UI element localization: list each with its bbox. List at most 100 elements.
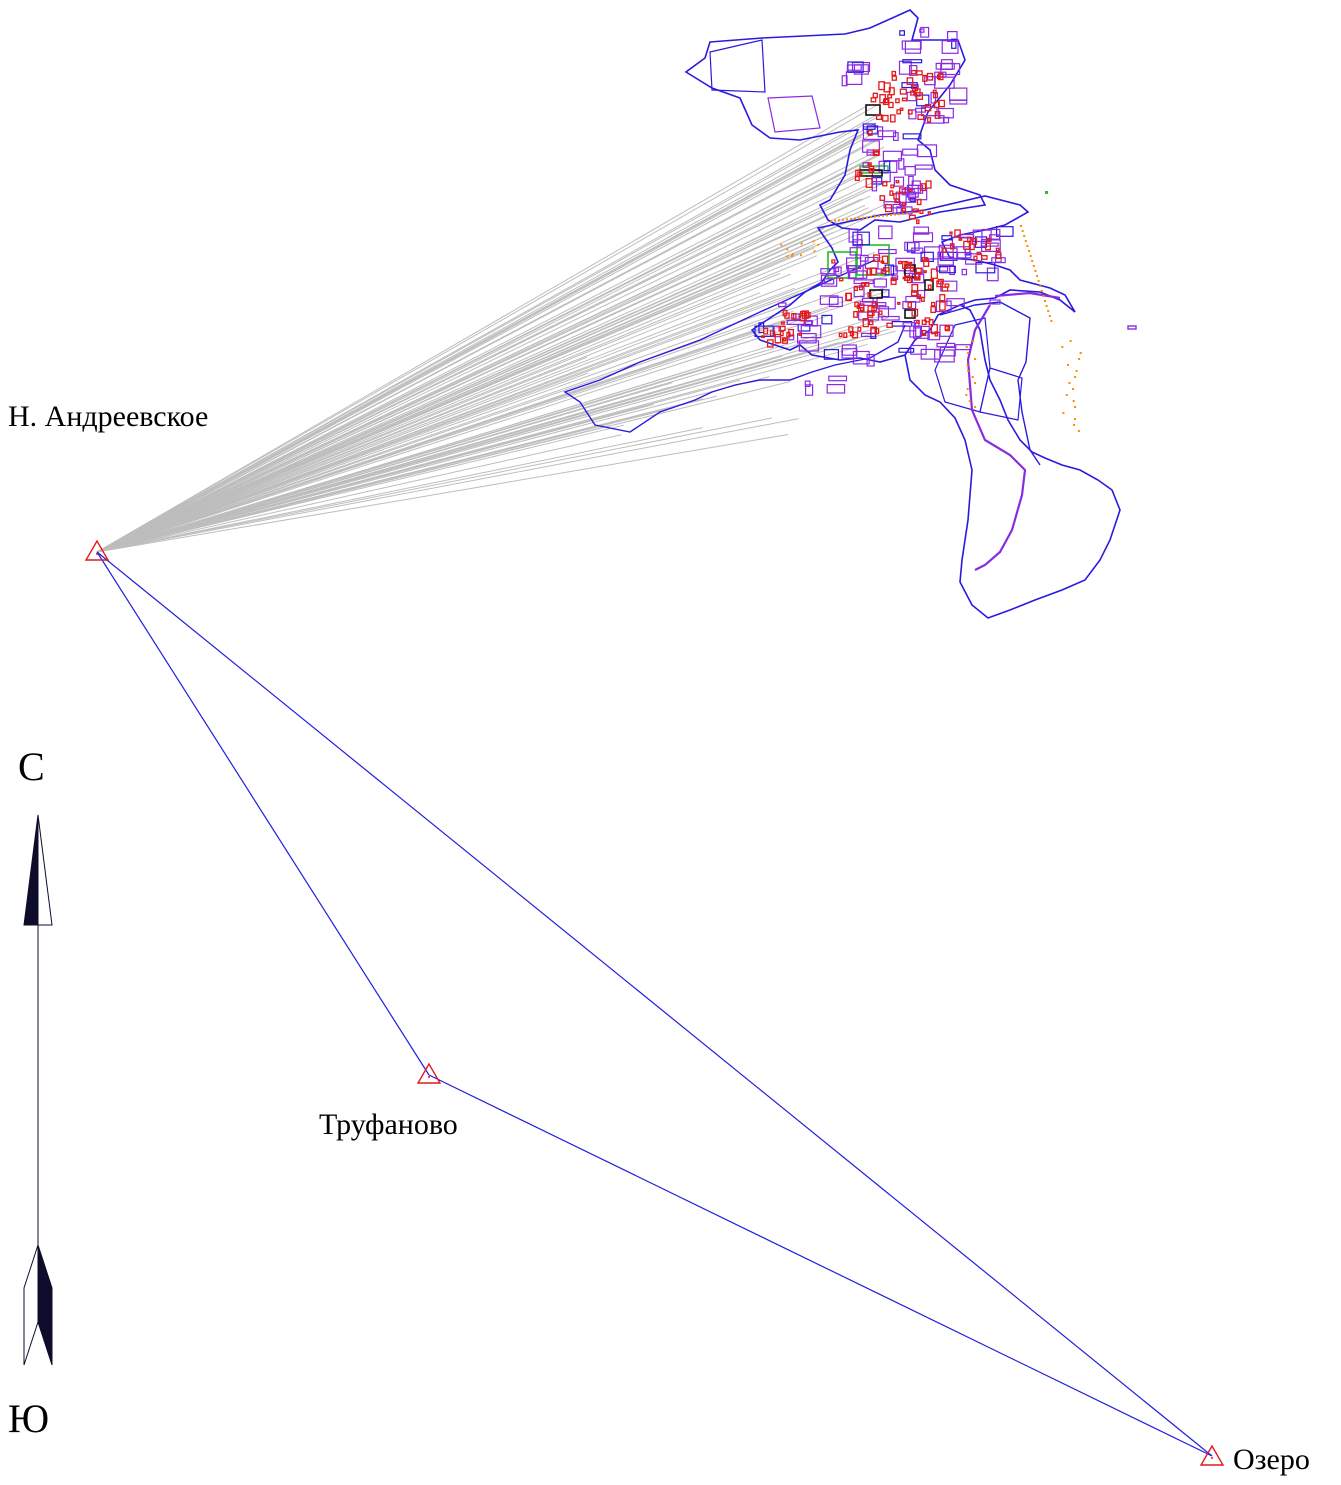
survey-point: [1034, 270, 1037, 272]
parcel: [881, 289, 890, 298]
building: [976, 251, 982, 256]
parcel: [898, 347, 915, 353]
observation-ray: [96, 220, 793, 553]
survey-point: [974, 358, 977, 360]
building: [981, 255, 988, 260]
observation-ray: [96, 234, 857, 553]
parcel: [821, 314, 833, 325]
parcel: [919, 28, 925, 33]
survey-point: [1075, 370, 1078, 372]
observation-ray: [96, 287, 795, 553]
parcel: [941, 235, 953, 241]
parcel: [904, 40, 922, 54]
parcel: [873, 278, 888, 288]
building: [865, 178, 873, 188]
survey-point: [1069, 340, 1072, 342]
building: [849, 330, 855, 337]
building: [924, 103, 932, 112]
building: [907, 109, 913, 115]
building: [916, 198, 922, 206]
parcel: [899, 30, 905, 36]
survey-point: [1079, 352, 1082, 354]
parcel: [828, 296, 843, 308]
road-east: [966, 304, 1027, 571]
station-label-andreevskoe: Н. Андреевское: [8, 400, 208, 433]
building: [901, 207, 907, 212]
survey-point: [866, 216, 868, 219]
building: [884, 204, 893, 213]
building: [930, 306, 937, 314]
observation-ray: [96, 359, 732, 553]
building: [933, 101, 940, 109]
parcel: [948, 87, 968, 101]
parcel: [956, 251, 972, 259]
isolated-parcel-2: [989, 299, 1001, 305]
survey-point: [1074, 418, 1076, 420]
parcel: [845, 257, 862, 270]
observation-ray: [96, 427, 703, 553]
survey-point: [882, 214, 884, 217]
parcel: [936, 342, 956, 348]
parcel: [882, 150, 903, 162]
survey-point: [834, 219, 836, 222]
building: [939, 294, 946, 302]
survey-point: [862, 216, 864, 219]
parcel: [920, 348, 941, 360]
survey-point: [790, 254, 793, 257]
building: [958, 238, 963, 241]
parcel: [901, 188, 915, 196]
survey-point: [1074, 406, 1077, 408]
building: [912, 208, 919, 213]
building: [920, 296, 925, 302]
station-marker-icon: [416, 1062, 442, 1084]
parcel: [856, 234, 863, 247]
parcel: [974, 236, 988, 248]
observation-ray: [96, 302, 793, 553]
building-outline: [904, 309, 916, 319]
parcel: [905, 295, 921, 303]
observation-ray: [96, 228, 825, 553]
observation-ray: [96, 140, 876, 553]
building: [937, 278, 944, 285]
building: [927, 211, 931, 216]
building: [995, 247, 1000, 252]
observation-ray: [96, 390, 668, 553]
building: [883, 97, 889, 104]
observation-ray: [96, 98, 888, 553]
parcel: [823, 349, 840, 360]
building: [919, 209, 924, 215]
survey-point: [846, 218, 848, 221]
green-point: [1045, 191, 1048, 194]
station-trufanovo: Труфаново: [319, 1062, 458, 1141]
survey-point: [1078, 358, 1081, 360]
parcel: [940, 59, 953, 71]
building: [967, 236, 972, 243]
survey-point: [870, 216, 872, 218]
survey-point: [1042, 295, 1045, 297]
north-arrow-dark-icon: [23, 814, 39, 926]
building: [857, 326, 862, 332]
survey-point: [1029, 255, 1032, 257]
south-arrow-dark-icon: [37, 1244, 53, 1366]
boundary-south-coast: [904, 304, 1121, 619]
boundary-central: [750, 195, 1076, 363]
building: [941, 247, 947, 253]
building: [897, 301, 901, 305]
building: [916, 219, 920, 225]
parcel: [866, 354, 875, 367]
settlement-plan: [563, 9, 1137, 619]
parcel-north-1: [709, 39, 766, 93]
building: [923, 259, 930, 267]
building: [925, 180, 932, 189]
building: [880, 269, 887, 275]
building: [782, 338, 787, 342]
parcel: [995, 226, 1014, 237]
survey-point: [968, 400, 971, 402]
survey-point: [1044, 300, 1046, 302]
survey-point: [1036, 275, 1038, 277]
building: [906, 77, 914, 86]
survey-point: [813, 250, 816, 253]
survey-point: [1072, 388, 1074, 390]
parcel: [904, 241, 920, 251]
survey-point: [817, 243, 820, 246]
